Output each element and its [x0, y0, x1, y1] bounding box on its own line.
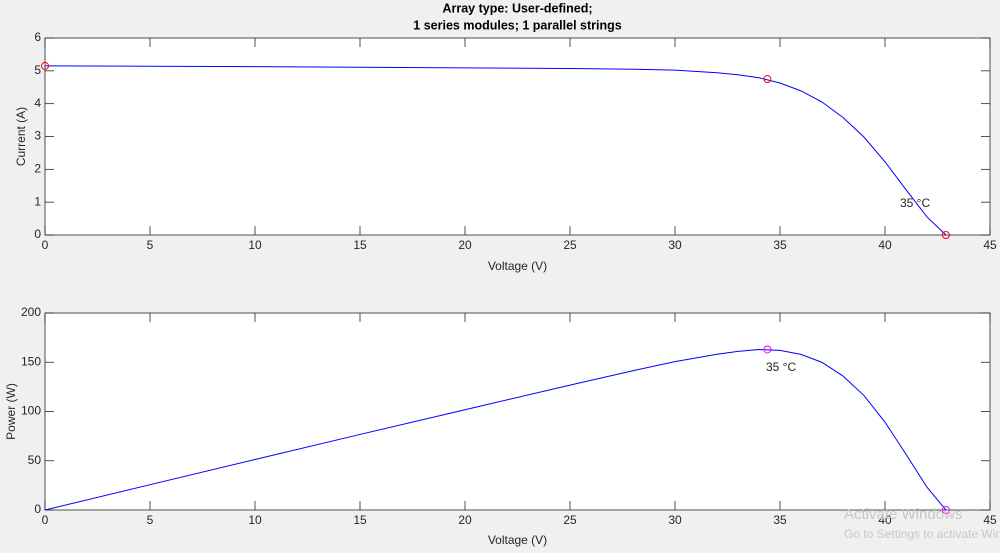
x-tick-label: 35: [773, 513, 787, 527]
y-tick-label: 1: [34, 194, 41, 208]
annotation: 35 °C: [766, 360, 796, 374]
y-tick-label: 3: [34, 129, 41, 143]
plot-area: [44, 37, 991, 236]
x-tick-label: 25: [563, 513, 577, 527]
x-tick-label: 40: [878, 513, 892, 527]
y-tick-label: 6: [34, 30, 41, 44]
x-axis-label: Voltage (V): [488, 259, 547, 273]
x-tick-label: 35: [773, 238, 787, 252]
annotation: 35 °C: [900, 196, 930, 210]
line: [44, 65, 947, 236]
y-tick-label: 150: [21, 354, 41, 368]
marker: [941, 231, 950, 239]
x-tick-label: 30: [668, 513, 682, 527]
y-tick-label: 100: [21, 404, 41, 418]
x-tick-label: 0: [42, 513, 49, 527]
x-tick-label: 5: [147, 513, 154, 527]
y-tick-label: 0: [34, 502, 41, 516]
marker: [763, 75, 772, 84]
y-tick-label: 50: [28, 453, 42, 467]
watermark: Activate Windows: [844, 506, 962, 523]
x-tick-label: 15: [353, 513, 367, 527]
y-tick-label: 0: [34, 227, 41, 241]
y-tick-label: 2: [34, 162, 41, 176]
x-tick-label: 15: [353, 238, 367, 252]
line: [44, 349, 947, 511]
y-tick-label: 5: [34, 63, 41, 77]
y-tick-label: 4: [34, 96, 41, 110]
x-tick-label: 25: [563, 238, 577, 252]
watermark: Go to Settings to activate Windows.: [844, 527, 1000, 541]
y-axis-label: Power (W): [4, 383, 18, 440]
x-tick-label: 45: [983, 513, 997, 527]
x-tick-label: 20: [458, 238, 472, 252]
x-tick-label: 45: [983, 238, 997, 252]
x-tick-label: 10: [248, 513, 262, 527]
chart-title: Array type: User-defined;: [442, 1, 592, 15]
y-axis-label: Current (A): [14, 107, 28, 166]
x-tick-label: 0: [42, 238, 49, 252]
x-tick-label: 10: [248, 238, 262, 252]
x-tick-label: 30: [668, 238, 682, 252]
chart-title: 1 series modules; 1 parallel strings: [413, 18, 621, 32]
x-axis-label: Voltage (V): [488, 533, 547, 547]
marker: [763, 345, 772, 354]
marker: [941, 506, 950, 514]
x-tick-label: 40: [878, 238, 892, 252]
x-tick-label: 5: [147, 238, 154, 252]
plot-area: [44, 312, 991, 511]
marker: [41, 61, 49, 70]
y-tick-label: 200: [21, 305, 41, 319]
x-tick-label: 20: [458, 513, 472, 527]
